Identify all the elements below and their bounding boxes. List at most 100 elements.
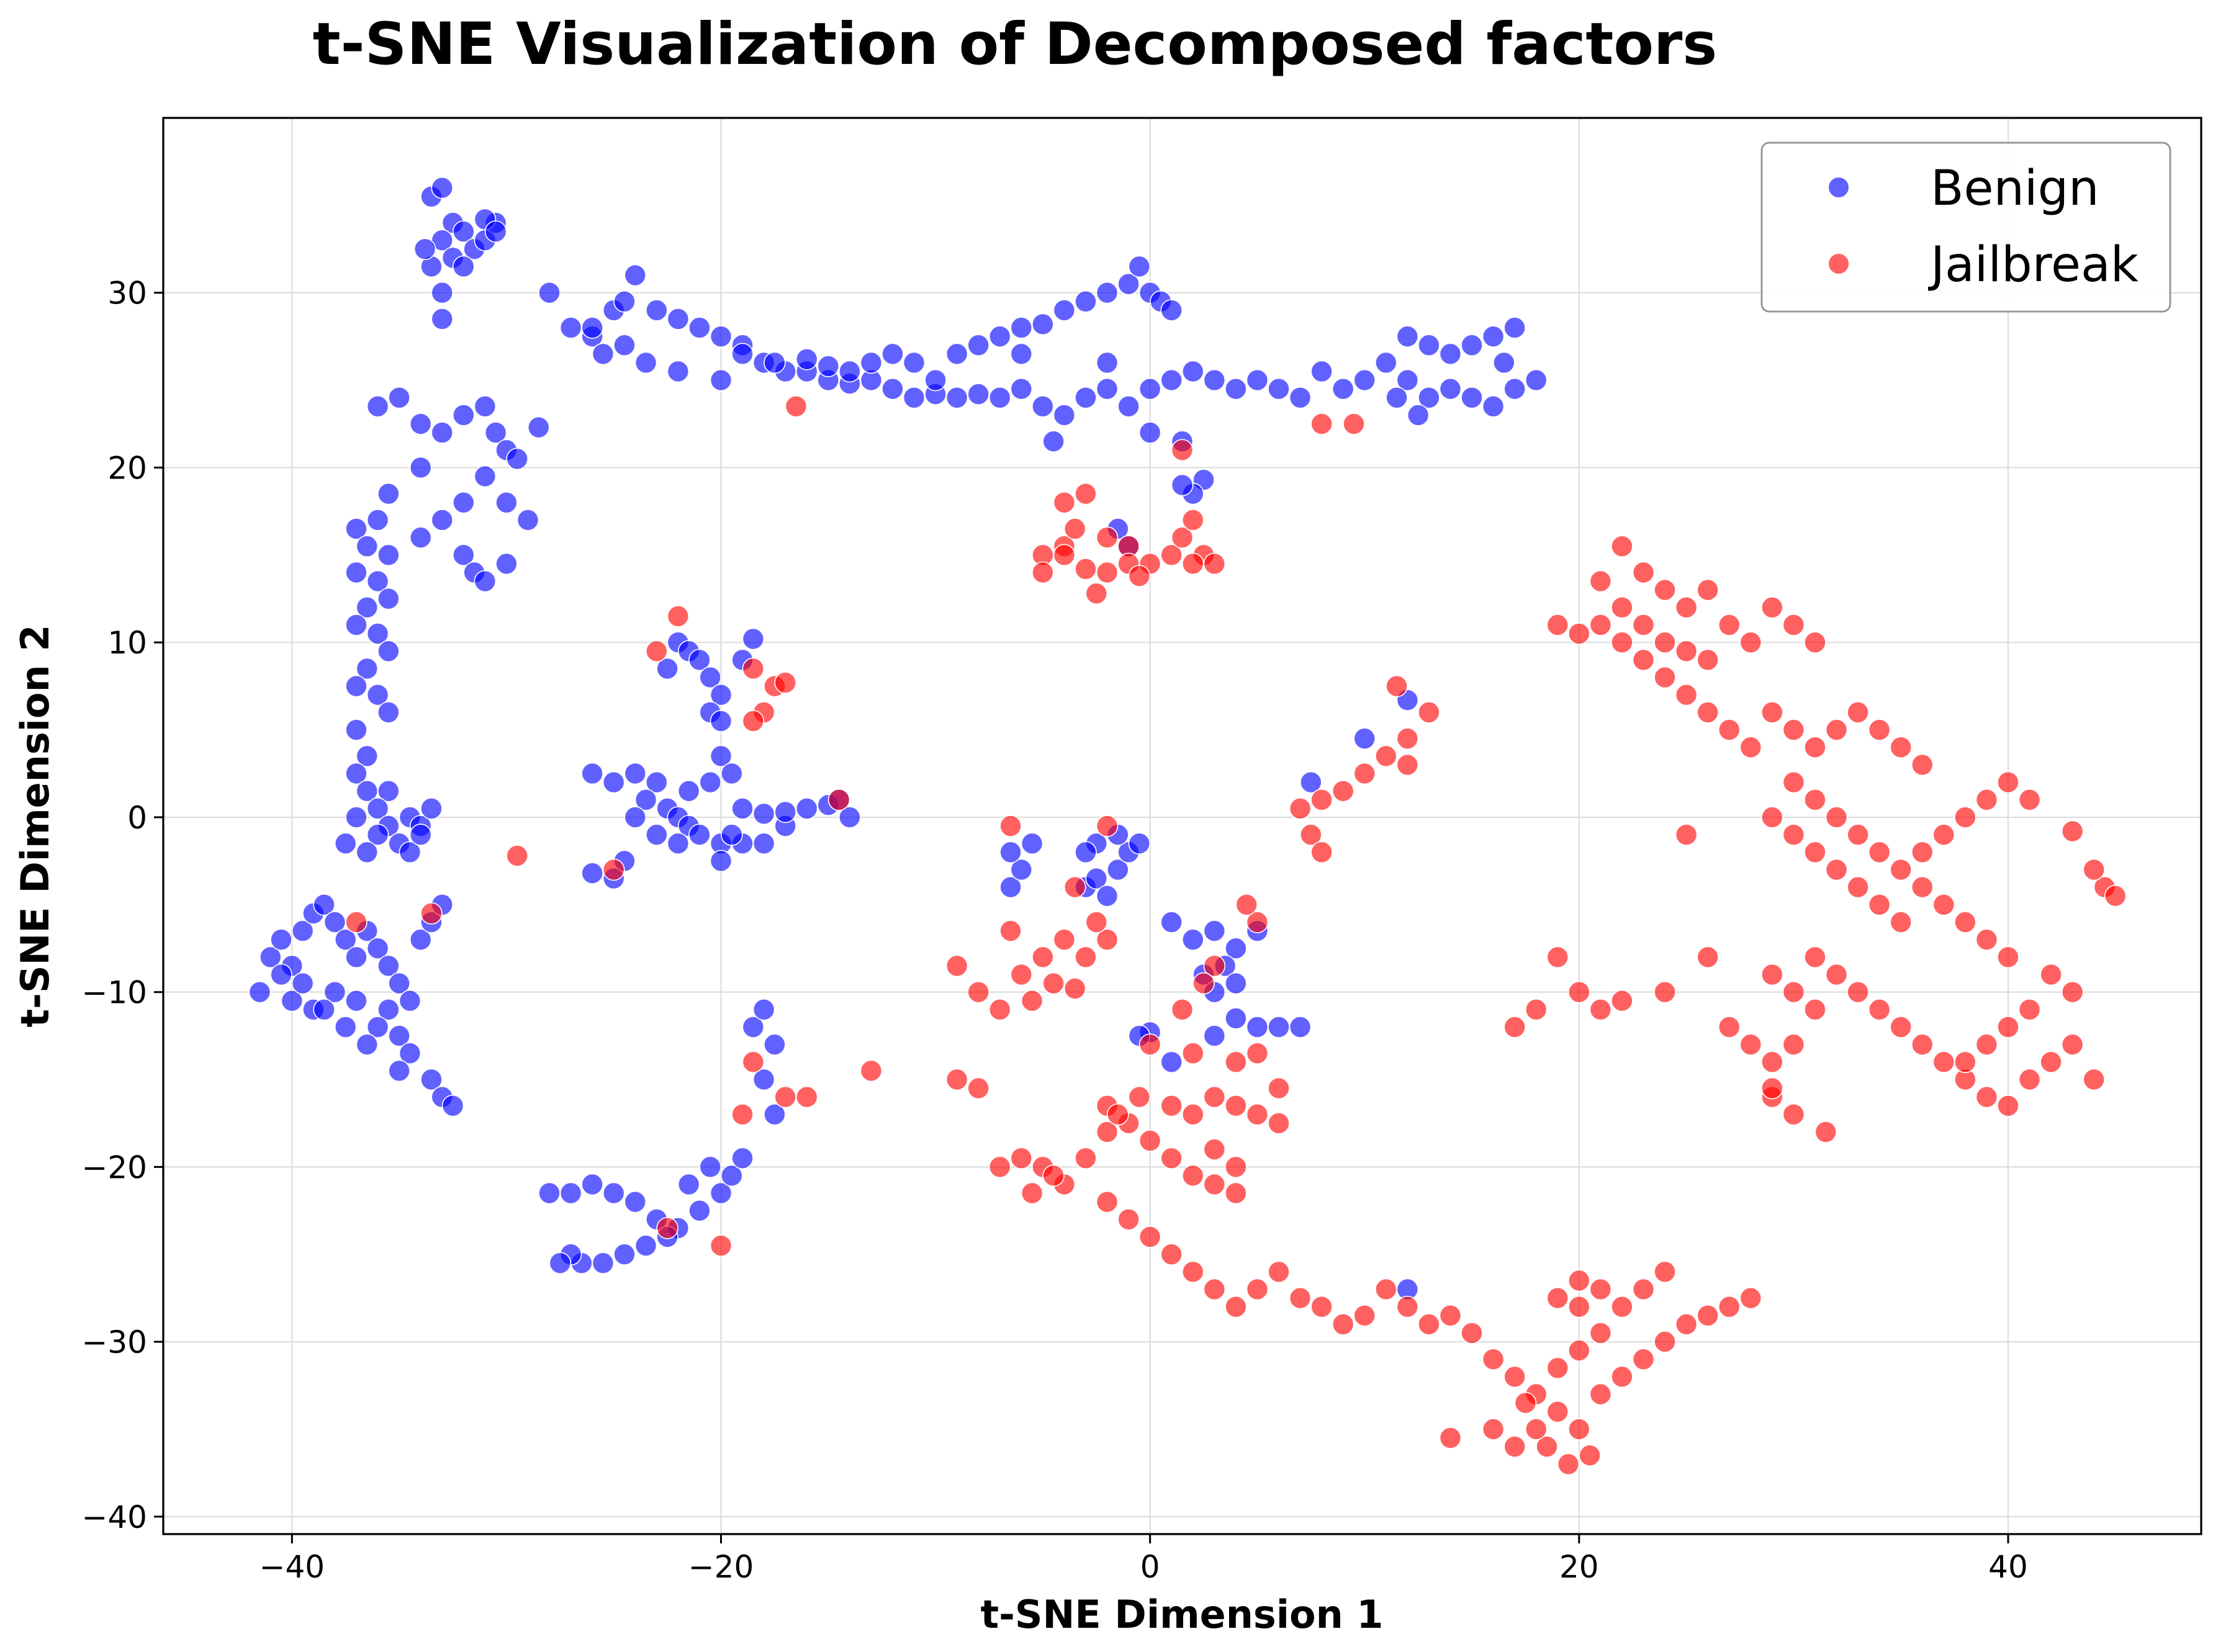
point-benign [752, 1068, 775, 1091]
point-jailbreak [1203, 1278, 1226, 1301]
point-jailbreak [1160, 1094, 1183, 1117]
point-benign [1407, 404, 1430, 426]
y-tick-label: 0 [127, 800, 147, 836]
point-jailbreak [1268, 1112, 1290, 1134]
point-jailbreak [1975, 928, 1998, 951]
point-jailbreak [1246, 1103, 1269, 1126]
point-benign [1525, 369, 1548, 392]
point-jailbreak [1203, 1173, 1226, 1196]
point-benign [1032, 395, 1054, 418]
point-benign [377, 544, 400, 567]
point-benign [388, 1059, 410, 1082]
point-benign [731, 1147, 754, 1170]
point-benign [1107, 858, 1129, 881]
point-benign [281, 989, 304, 1012]
point-benign [345, 806, 367, 828]
point-jailbreak [1632, 561, 1655, 584]
point-benign [945, 343, 968, 366]
point-jailbreak [2040, 1051, 2062, 1074]
point-benign [1396, 369, 1419, 392]
point-benign [1010, 343, 1033, 366]
point-jailbreak [1654, 1260, 1676, 1283]
point-jailbreak [945, 954, 968, 977]
point-jailbreak [774, 1085, 796, 1108]
point-jailbreak [1203, 954, 1226, 977]
point-jailbreak [1181, 509, 1204, 531]
point-jailbreak [1718, 719, 1741, 741]
point-benign [839, 806, 861, 828]
point-benign [710, 710, 732, 732]
point-jailbreak [1171, 999, 1194, 1021]
point-jailbreak [1096, 928, 1119, 951]
point-jailbreak [1911, 753, 1934, 776]
point-benign [592, 1252, 615, 1275]
point-benign [795, 797, 818, 820]
point-benign [366, 797, 389, 820]
point-benign [924, 369, 947, 392]
point-jailbreak [1911, 841, 1934, 864]
point-benign [624, 264, 647, 287]
point-benign [860, 351, 883, 374]
point-jailbreak [999, 920, 1022, 942]
y-tick-label: 10 [107, 625, 147, 661]
point-benign [1203, 369, 1226, 392]
point-benign [945, 386, 968, 409]
point-jailbreak [1568, 1418, 1590, 1440]
point-jailbreak [1675, 596, 1698, 619]
point-jailbreak [999, 815, 1022, 837]
point-benign [1386, 386, 1408, 409]
point-jailbreak [1739, 736, 1762, 759]
point-benign [967, 383, 989, 405]
y-tick-label: −10 [81, 975, 147, 1011]
point-jailbreak [1890, 858, 1912, 881]
point-jailbreak [1557, 1453, 1580, 1476]
point-jailbreak [1021, 989, 1043, 1012]
point-benign [1461, 334, 1483, 357]
point-benign [431, 281, 454, 304]
point-jailbreak [1181, 552, 1204, 575]
point-jailbreak [1847, 824, 1869, 846]
point-jailbreak [1739, 631, 1762, 653]
point-jailbreak [1718, 1295, 1741, 1318]
point-jailbreak [1761, 963, 1783, 986]
point-jailbreak [1697, 946, 1719, 969]
point-jailbreak [2104, 884, 2127, 907]
point-jailbreak [1890, 1016, 1912, 1038]
point-benign [453, 255, 475, 278]
point-benign [377, 587, 400, 610]
x-tick-label: −20 [688, 1549, 754, 1585]
point-benign [581, 316, 603, 339]
point-benign [731, 343, 754, 366]
point-benign [699, 771, 722, 794]
point-jailbreak [1375, 745, 1397, 768]
point-benign [366, 509, 389, 531]
point-benign [613, 334, 636, 357]
point-jailbreak [1868, 893, 1891, 916]
point-benign [356, 841, 379, 864]
point-jailbreak [827, 788, 850, 811]
point-benign [710, 325, 732, 348]
point-benign [967, 334, 989, 357]
point-benign [1181, 360, 1204, 383]
point-jailbreak [1235, 893, 1258, 916]
point-jailbreak [1675, 824, 1698, 846]
point-benign [699, 666, 722, 689]
point-jailbreak [1525, 999, 1548, 1021]
point-benign [259, 946, 282, 969]
point-jailbreak [1761, 701, 1783, 724]
point-jailbreak [1782, 824, 1805, 846]
point-jailbreak [1718, 614, 1741, 636]
legend-label-jailbreak: Jailbreak [1927, 237, 2139, 293]
point-jailbreak [1482, 1418, 1505, 1440]
point-benign [345, 561, 367, 584]
point-benign [1246, 369, 1269, 392]
point-jailbreak [1932, 824, 1955, 846]
point-jailbreak [945, 1068, 968, 1091]
point-benign [474, 570, 497, 593]
point-jailbreak [1611, 1295, 1633, 1318]
point-jailbreak [1418, 1313, 1440, 1336]
point-jailbreak [710, 1234, 732, 1257]
legend-label-benign: Benign [1931, 161, 2099, 217]
point-benign [1203, 920, 1226, 942]
legend-marker-jailbreak [1828, 253, 1850, 275]
